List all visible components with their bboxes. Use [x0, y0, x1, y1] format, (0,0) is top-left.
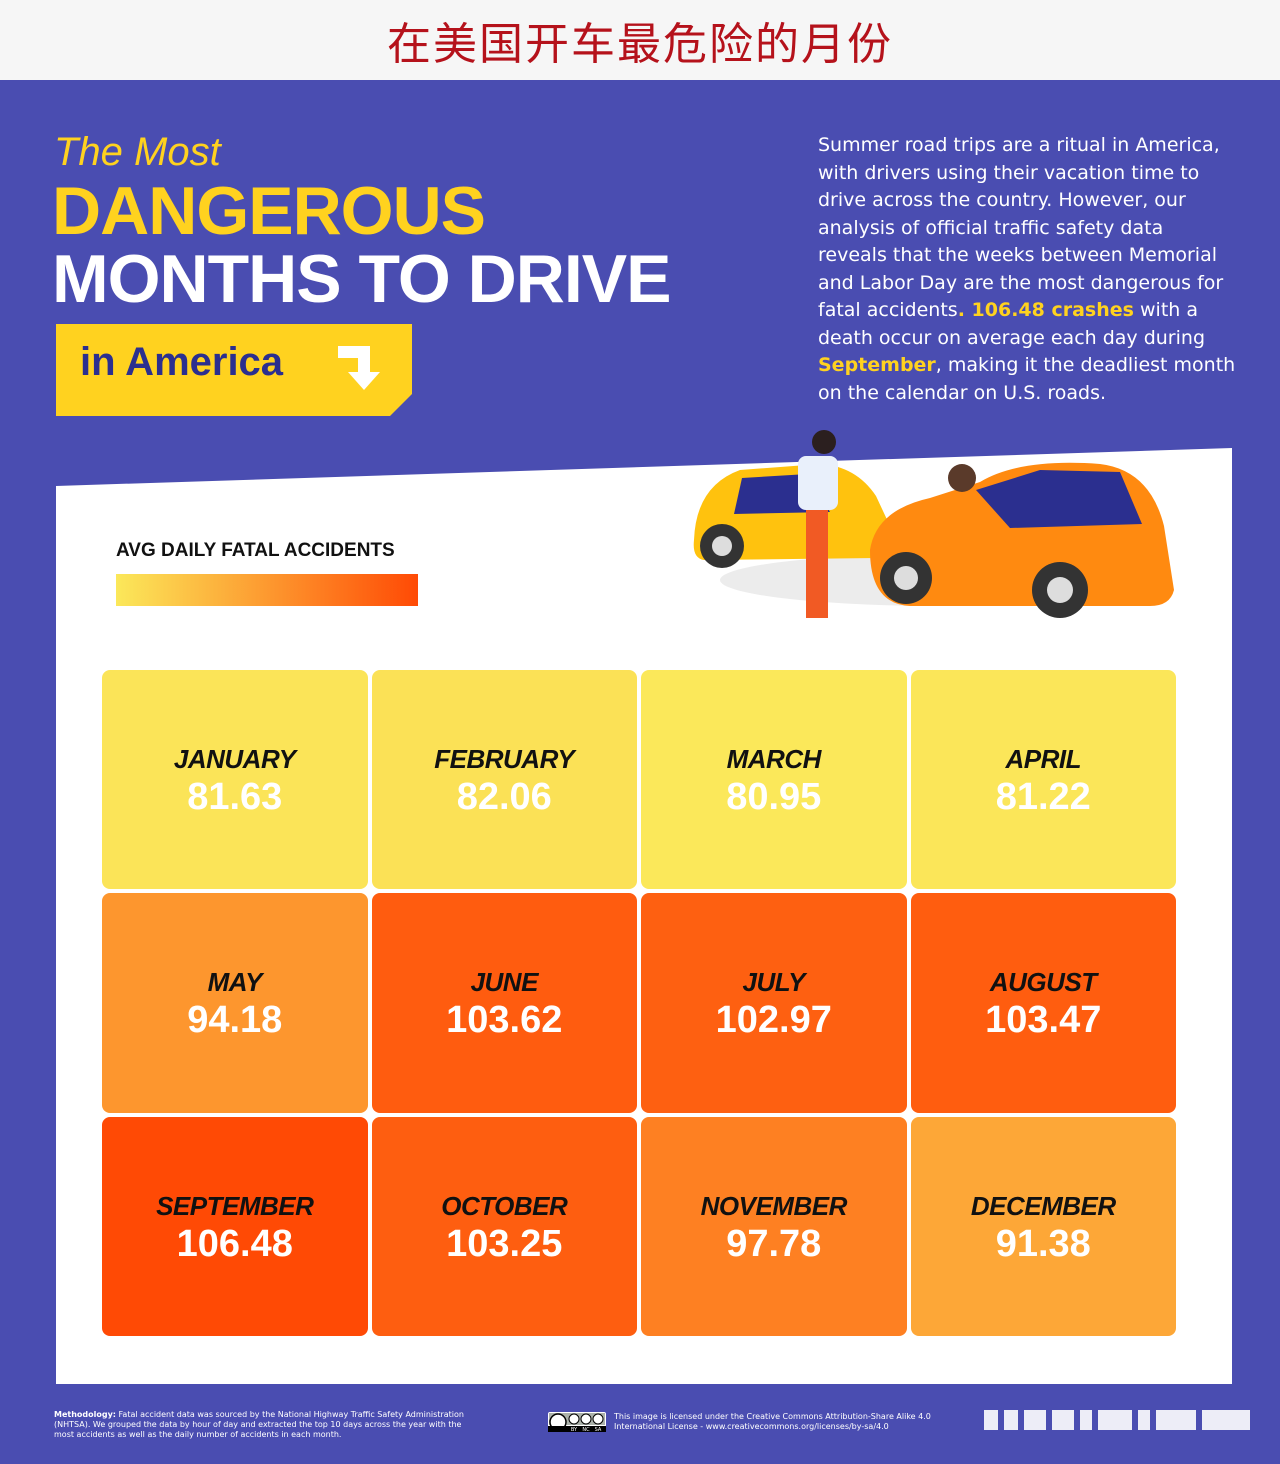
banner-title: 在美国开车最危险的月份 [387, 19, 893, 70]
month-label: APRIL [1005, 744, 1082, 774]
month-value: 103.62 [446, 999, 563, 1042]
month-label: DECEMBER [970, 1190, 1116, 1221]
month-label: MAY [207, 967, 263, 998]
top-banner: 在美国开车最危险的月份 [0, 0, 1280, 80]
month-value: 81.63 [187, 776, 283, 818]
month-value: 103.47 [985, 999, 1102, 1042]
month-label: AUGUST [989, 967, 1097, 998]
month-label: MARCH [726, 744, 822, 774]
month-label: OCTOBER [441, 1190, 568, 1221]
heatmap-cell: OCTOBER 103.25 [371, 1116, 637, 1336]
month-value: 82.06 [456, 776, 552, 818]
heatmap-cell: APRIL 81.22 [910, 670, 1176, 890]
month-value: 91.38 [995, 1222, 1091, 1265]
ribbon-label: in America [80, 340, 284, 384]
heatmap-cell: AUGUST 103.47 [910, 893, 1176, 1113]
cc-label-by: BY [571, 1427, 578, 1432]
infographic: The Most DANGEROUS MONTHS TO DRIVE in Am… [0, 80, 1280, 1464]
license-note: This image is licensed under the Creativ… [614, 1412, 931, 1431]
month-label: FEBRUARY [434, 744, 575, 774]
headline-the-most: The Most [54, 130, 221, 174]
arrow-turn-down-icon [338, 346, 380, 390]
heatmap-cell: SEPTEMBER 106.48 [102, 1116, 368, 1336]
month-value: 106.48 [176, 1222, 293, 1265]
month-label: JUNE [470, 967, 539, 998]
legend-title: AVG DAILY FATAL ACCIDENTS [116, 540, 395, 561]
brand-logo [984, 1410, 1250, 1430]
headline-dangerous: DANGEROUS [52, 173, 486, 249]
ribbon-banner [56, 324, 412, 416]
cc-label-sa: SA [595, 1427, 602, 1432]
month-label: JANUARY [173, 744, 296, 774]
heatmap-cell: JULY 102.97 [641, 893, 907, 1113]
car-crash-illustration [693, 430, 1174, 618]
methodology-note: Methodology: Fatal accident data was sou… [54, 1410, 464, 1439]
month-value: 97.78 [726, 1222, 822, 1265]
intro-paragraph: Summer road trips are a ritual in Americ… [818, 134, 1236, 404]
heatmap-grid: JANUARY 81.63 FEBRUARY 82.06 MARCH 80.95 APRIL… [102, 670, 1176, 1336]
month-value: 94.18 [187, 999, 283, 1042]
heatmap-cell: NOVEMBER 97.78 [641, 1116, 907, 1336]
month-value: 102.97 [715, 999, 832, 1042]
creative-commons-badge: BY NC SA [548, 1412, 606, 1432]
cc-label-nc: NC [582, 1427, 590, 1432]
heatmap-cell: FEBRUARY 82.06 [371, 670, 637, 890]
heatmap-cell: JANUARY 81.63 [102, 670, 368, 890]
legend-gradient-bar [116, 574, 418, 606]
month-value: 81.22 [995, 776, 1091, 818]
heatmap-cell: MAY 94.18 [102, 893, 368, 1113]
headline-months-to-drive: MONTHS TO DRIVE [52, 241, 671, 317]
month-value: 80.95 [726, 776, 822, 818]
heatmap-cell: JUNE 103.62 [371, 893, 637, 1113]
month-label: JULY [742, 967, 806, 998]
heatmap-cell: DECEMBER 91.38 [910, 1116, 1176, 1336]
month-label: SEPTEMBER [156, 1190, 314, 1221]
month-label: NOVEMBER [700, 1190, 848, 1221]
month-value: 103.25 [446, 1222, 563, 1265]
heatmap-cell: MARCH 80.95 [641, 670, 907, 890]
